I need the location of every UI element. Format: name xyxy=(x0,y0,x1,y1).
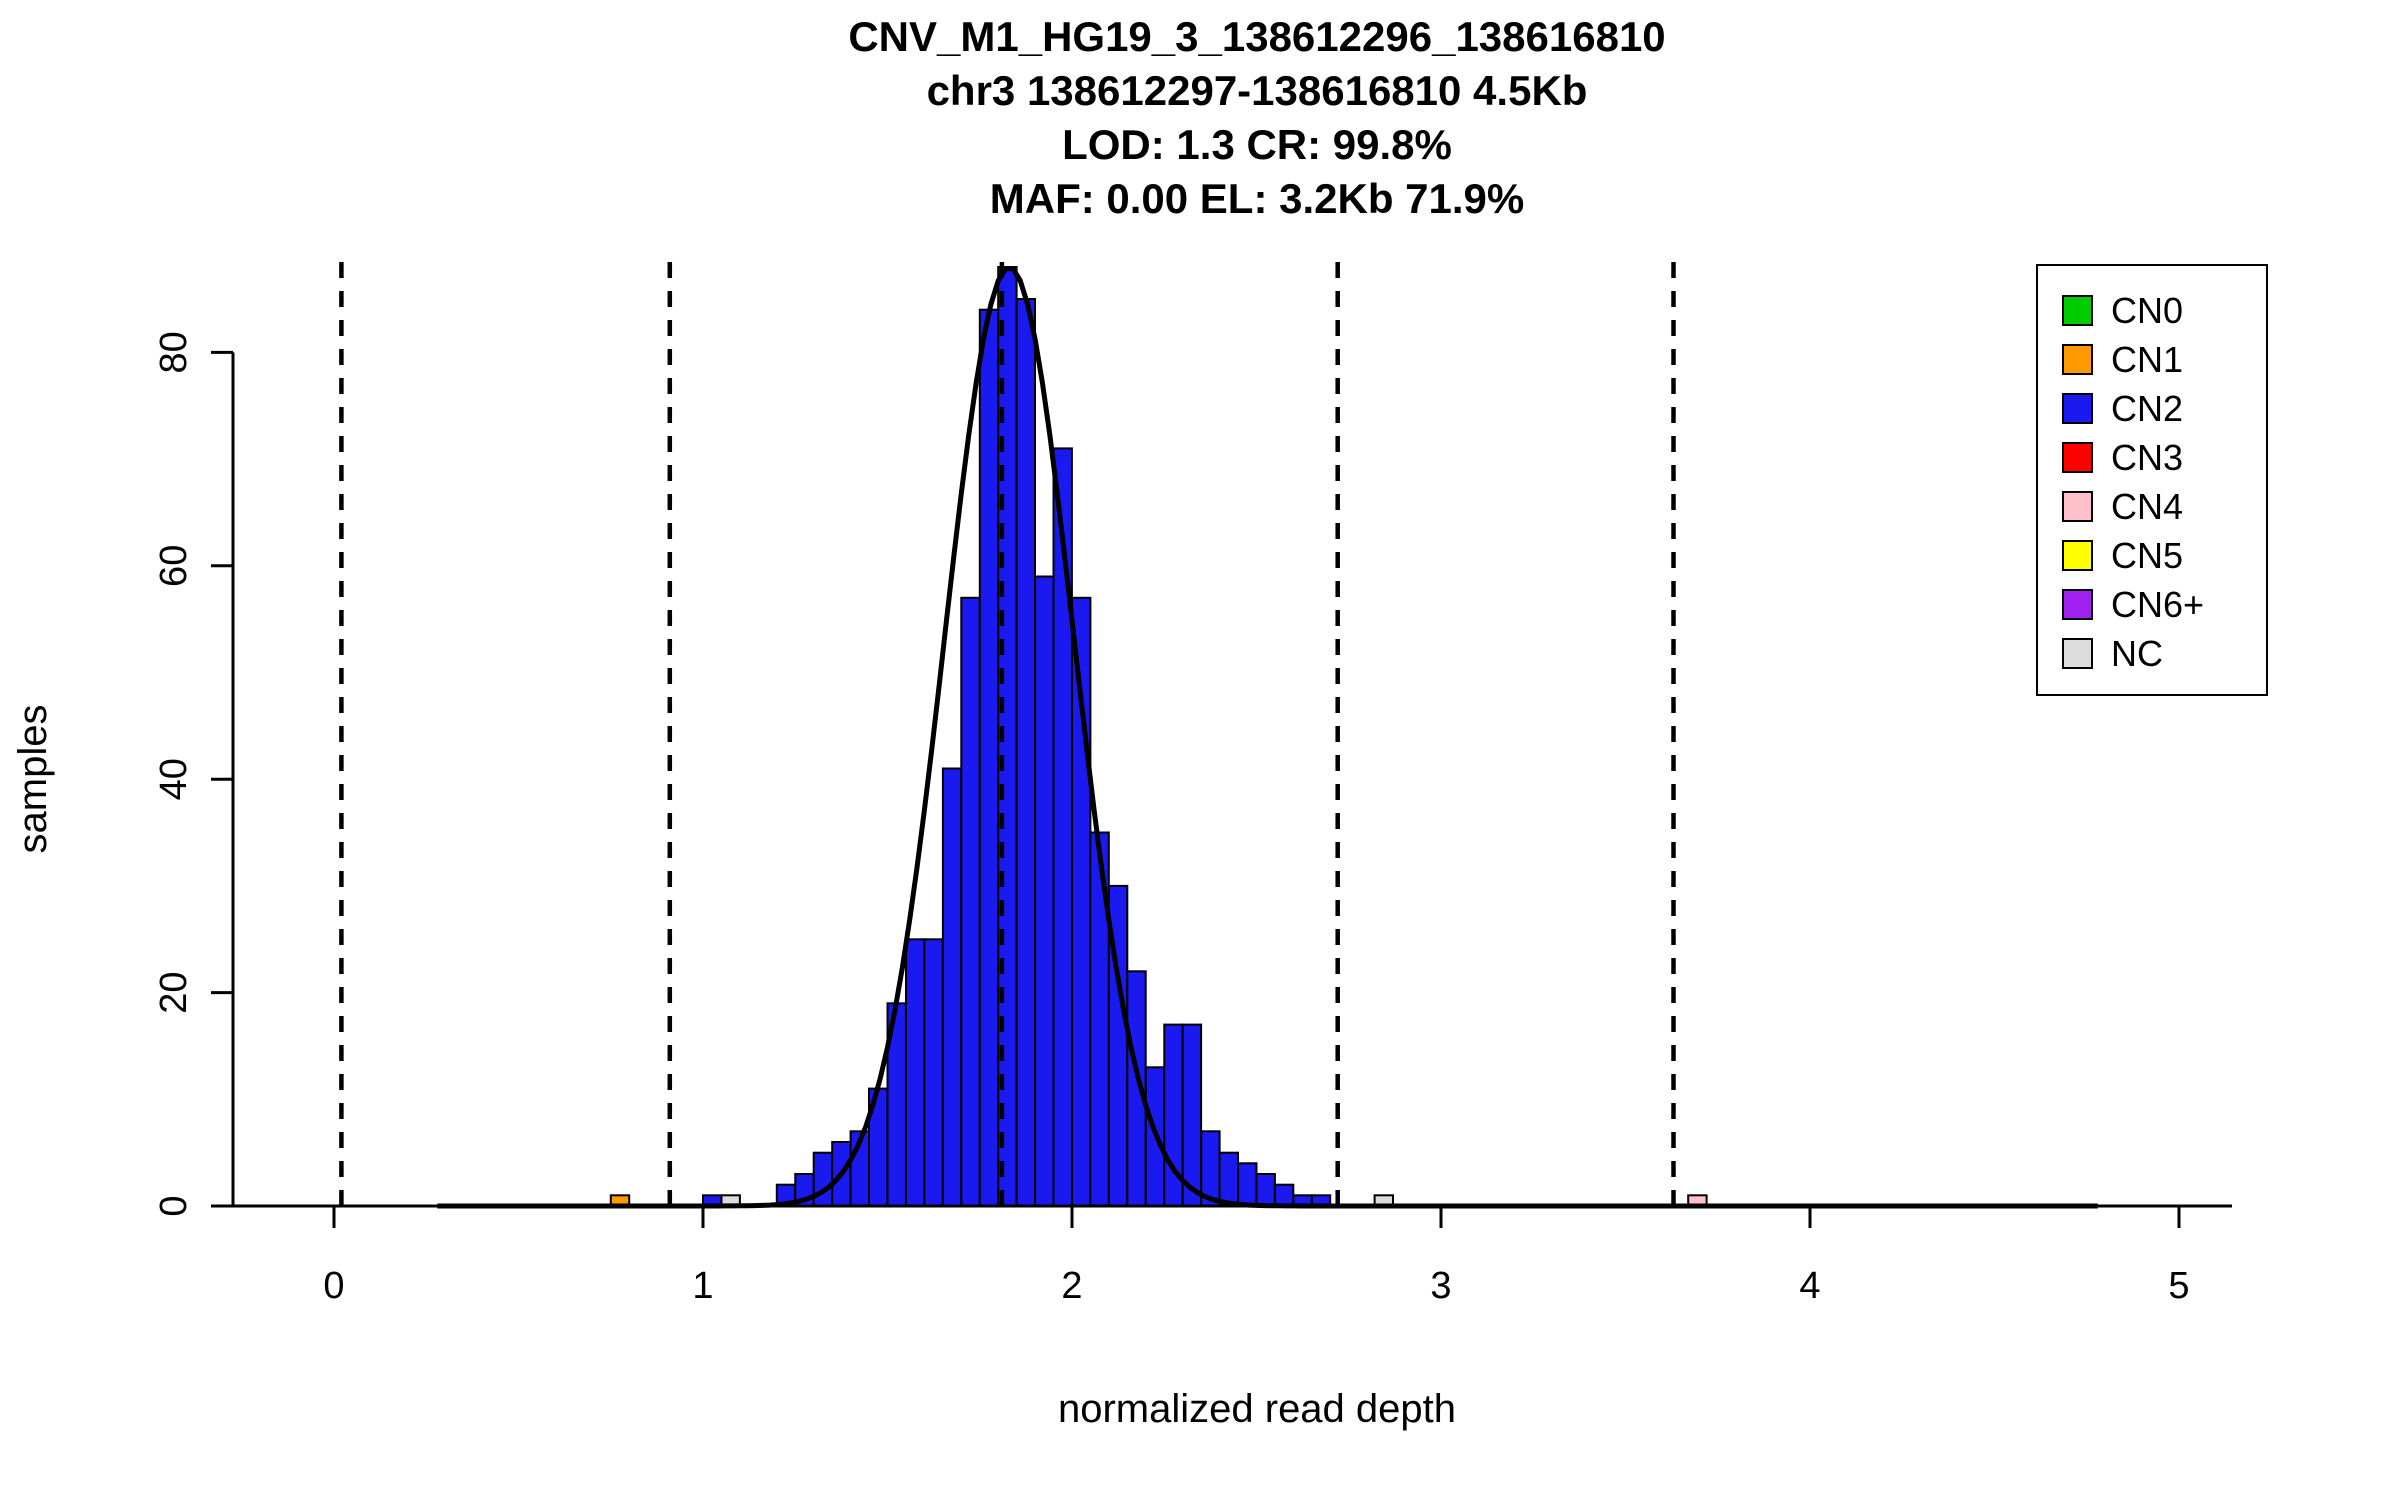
histogram-bar-cn2 xyxy=(812,1151,834,1208)
histogram-bar-cn2 xyxy=(1015,298,1036,1207)
x-tick-label: 2 xyxy=(1061,1265,1082,1307)
histogram-bar-cn2 xyxy=(1052,447,1073,1207)
y-tick-label: 80 xyxy=(153,331,195,373)
legend-swatch-cn3 xyxy=(2062,442,2093,473)
legend-swatch-cn5 xyxy=(2062,540,2093,571)
histogram-bar-cn2 xyxy=(1255,1173,1276,1207)
histogram-bar-cn2 xyxy=(1034,575,1055,1207)
histogram-bar-cn2 xyxy=(1237,1162,1258,1208)
histogram-bar-cn2 xyxy=(978,308,1000,1207)
x-tick-label: 0 xyxy=(323,1265,344,1307)
legend: CN0 CN1 CN2 CN3 CN4 CN5 CN6+ NC xyxy=(2036,264,2268,696)
chart-stats-lod-cr: LOD: 1.3 CR: 99.8% xyxy=(1062,121,1452,168)
legend-label: CN1 xyxy=(2111,338,2184,380)
chart-title: CNV_M1_HG19_3_138612296_138616810 xyxy=(848,13,1666,60)
histogram-bar-cn2 xyxy=(923,938,944,1208)
y-tick-label: 0 xyxy=(153,1195,195,1216)
legend-label: CN4 xyxy=(2111,485,2184,527)
legend-swatch-cn6plus xyxy=(2062,589,2093,620)
x-tick-label: 5 xyxy=(2168,1265,2189,1307)
legend-item-cn3: CN3 xyxy=(2062,433,2266,482)
legend-swatch-cn0 xyxy=(2062,295,2093,326)
legend-label: NC xyxy=(2111,632,2163,674)
legend-swatch-cn4 xyxy=(2062,491,2093,522)
y-axis-label: samples xyxy=(11,705,55,854)
histogram-bar-cn2 xyxy=(1273,1183,1295,1207)
x-tick-label: 3 xyxy=(1430,1265,1451,1307)
histogram-bar-cn2 xyxy=(960,596,981,1207)
legend-swatch-nc xyxy=(2062,638,2093,669)
legend-item-cn1: CN1 xyxy=(2062,335,2266,384)
x-tick-label: 1 xyxy=(692,1265,713,1307)
histogram-bar-cn2 xyxy=(905,938,926,1208)
legend-label: CN2 xyxy=(2111,387,2184,429)
legend-swatch-cn2 xyxy=(2062,393,2093,424)
legend-label: CN3 xyxy=(2111,436,2184,478)
legend-swatch-cn1 xyxy=(2062,344,2093,375)
x-tick-label: 4 xyxy=(1799,1265,1820,1307)
chart-subtitle-region: chr3 138612297-138616810 4.5Kb xyxy=(926,67,1588,114)
y-tick-label: 40 xyxy=(153,758,195,800)
gaussian-fit-curve xyxy=(437,266,2098,1209)
y-tick-label: 60 xyxy=(153,545,195,587)
legend-item-cn4: CN4 xyxy=(2062,482,2266,531)
histogram-bar-cn2 xyxy=(1218,1151,1239,1208)
legend-item-cn2: CN2 xyxy=(2062,384,2266,433)
legend-label: CN6+ xyxy=(2111,583,2205,625)
legend-item-cn6plus: CN6+ xyxy=(2062,580,2266,629)
y-tick-label: 20 xyxy=(153,971,195,1013)
histogram-bar-cn2 xyxy=(941,767,963,1207)
chart-title-block: CNV_M1_HG19_3_138612296_138616810 chr3 1… xyxy=(334,10,2180,226)
chart-stats-maf-el: MAF: 0.00 EL: 3.2Kb 71.9% xyxy=(989,175,1525,222)
legend-item-cn5: CN5 xyxy=(2062,531,2266,580)
histogram-bar-cn2 xyxy=(1181,1023,1203,1207)
legend-label: CN5 xyxy=(2111,534,2184,576)
legend-label: CN0 xyxy=(2111,289,2184,331)
legend-item-cn0: CN0 xyxy=(2062,286,2266,335)
legend-item-nc: NC xyxy=(2062,629,2266,678)
x-axis-label: normalized read depth xyxy=(1058,1387,1456,1431)
